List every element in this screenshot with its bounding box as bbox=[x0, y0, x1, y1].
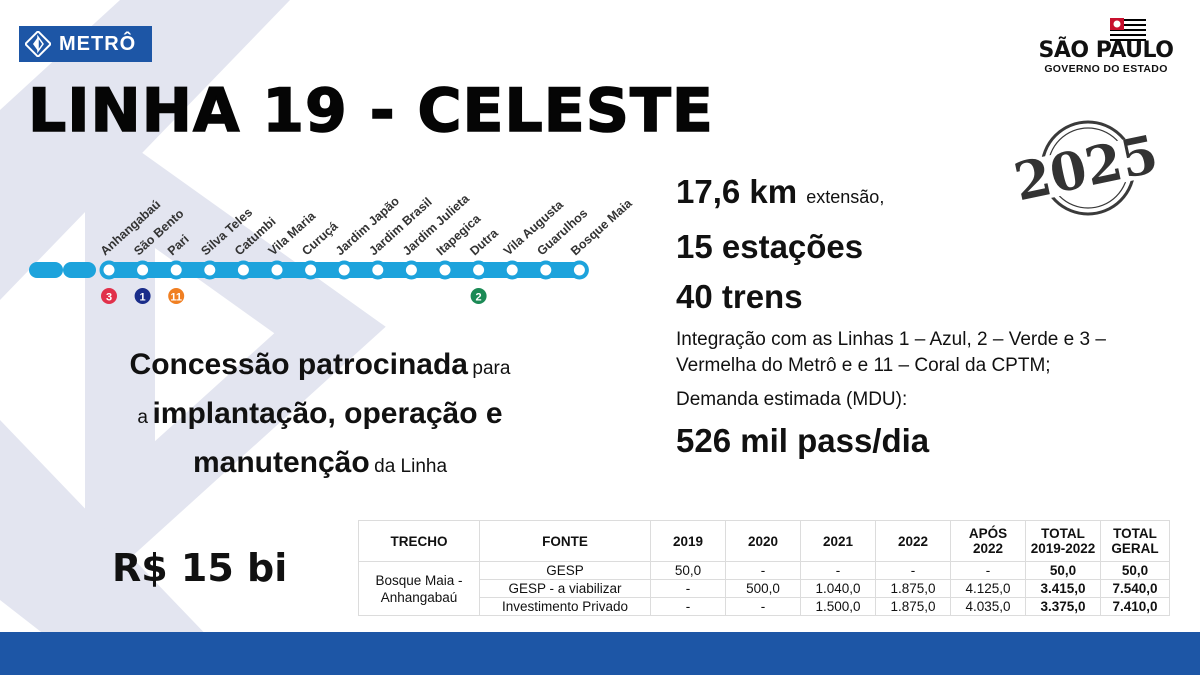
government-subtitle: GOVERNO DO ESTADO bbox=[1044, 63, 1168, 75]
integration-text: Integração com as Linhas 1 – Azul, 2 – V… bbox=[676, 329, 1106, 376]
y2020-cell: - bbox=[725, 597, 801, 616]
y2020-cell: 500,0 bbox=[725, 579, 801, 598]
connection-line-number: 11 bbox=[170, 292, 182, 304]
station-marker-inner bbox=[372, 264, 384, 276]
station-marker-inner bbox=[506, 264, 518, 276]
trains-stat: 40 trens bbox=[676, 278, 803, 315]
table-row: GESP - a viabilizar - 500,0 1.040,0 1.87… bbox=[359, 579, 1170, 598]
station-marker-inner bbox=[137, 264, 149, 276]
station-marker-inner bbox=[405, 264, 417, 276]
total-cell: 3.375,0 bbox=[1025, 597, 1101, 616]
concession-part-1: Concessão patrocinada bbox=[129, 348, 468, 381]
station-marker-inner bbox=[170, 264, 182, 276]
header-fonte: FONTE bbox=[479, 520, 651, 562]
header-2021: 2021 bbox=[800, 520, 876, 562]
government-name: SÃO PAULO bbox=[1038, 38, 1175, 63]
background-metro-shape bbox=[0, 0, 386, 670]
extension-label: extensão, bbox=[806, 187, 885, 207]
connection-badge bbox=[101, 288, 117, 304]
concession-part-5: manutenção bbox=[192, 446, 370, 479]
header-trecho: TRECHO bbox=[358, 520, 480, 562]
table-row: Investimento Privado - - 1.500,0 1.875,0… bbox=[359, 597, 1170, 616]
concession-part-3: a bbox=[137, 407, 148, 428]
y2021-cell: 1.040,0 bbox=[800, 579, 876, 598]
demand-label: Demanda estimada (MDU): bbox=[676, 389, 908, 410]
metro-logo: METRÔ bbox=[19, 26, 152, 62]
demand-value: 526 mil pass/dia bbox=[676, 422, 930, 459]
trecho-cell: Bosque Maia - Anhangabaú bbox=[358, 561, 480, 616]
connection-line-number: 2 bbox=[476, 292, 482, 304]
station-marker-inner bbox=[204, 264, 216, 276]
station-marker-inner bbox=[103, 264, 115, 276]
header-2019: 2019 bbox=[650, 520, 726, 562]
concession-part-6: da Linha bbox=[374, 456, 448, 477]
page-title: LINHA 19 - CELESTE bbox=[27, 75, 714, 147]
fonte-cell: GESP bbox=[479, 561, 651, 580]
connection-line-number: 3 bbox=[106, 292, 112, 304]
investment-total: R$ 15 bi bbox=[112, 546, 288, 590]
investment-table: TRECHO FONTE 2019 2020 2021 2022 APÓS 20… bbox=[358, 520, 1170, 616]
extension-stat: 17,6 km extensão, bbox=[676, 172, 1176, 217]
metro-logo-text: METRÔ bbox=[59, 32, 137, 55]
header-apos-2022: APÓS 2022 bbox=[950, 520, 1026, 562]
y2020-cell: - bbox=[725, 561, 801, 580]
apos-cell: 4.125,0 bbox=[950, 579, 1026, 598]
y2019-cell: - bbox=[650, 597, 726, 616]
station-marker-inner bbox=[473, 264, 485, 276]
table-row: Bosque Maia - Anhangabaú GESP 50,0 - - -… bbox=[358, 561, 1170, 616]
fonte-cell: Investimento Privado bbox=[479, 597, 651, 616]
connection-badge bbox=[168, 288, 185, 304]
station-marker-inner bbox=[540, 264, 552, 276]
geral-cell: 7.410,0 bbox=[1100, 597, 1170, 616]
concession-part-4: implantação, operação e bbox=[152, 397, 503, 430]
header-2022: 2022 bbox=[875, 520, 951, 562]
connection-badge bbox=[134, 288, 151, 304]
station-marker-inner bbox=[271, 264, 283, 276]
y2022-cell: 1.875,0 bbox=[875, 597, 951, 616]
total-cell: 3.415,0 bbox=[1025, 579, 1101, 598]
apos-cell: 4.035,0 bbox=[950, 597, 1026, 616]
extension-value: 17,6 km bbox=[676, 173, 798, 210]
geral-cell: 7.540,0 bbox=[1100, 579, 1170, 598]
y2021-cell: - bbox=[800, 561, 876, 580]
station-marker-inner bbox=[573, 264, 585, 276]
fonte-cell: GESP - a viabilizar bbox=[479, 579, 651, 598]
y2022-cell: - bbox=[875, 561, 951, 580]
table-header-row: TRECHO FONTE 2019 2020 2021 2022 APÓS 20… bbox=[358, 520, 1170, 562]
station-marker-inner bbox=[439, 264, 451, 276]
bottom-band bbox=[0, 632, 1200, 675]
line-stats: 17,6 km extensão, 15 estações 40 trens I… bbox=[676, 172, 1176, 461]
apos-cell: - bbox=[950, 561, 1026, 580]
sao-paulo-government-logo: SÃO PAULO GOVERNO DO ESTADO bbox=[1036, 18, 1176, 76]
y2022-cell: 1.875,0 bbox=[875, 579, 951, 598]
connection-line-number: 1 bbox=[140, 292, 146, 304]
y2021-cell: 1.500,0 bbox=[800, 597, 876, 616]
header-total-2019-2022: TOTAL 2019-2022 bbox=[1025, 520, 1101, 562]
y2019-cell: - bbox=[650, 579, 726, 598]
station-marker-inner bbox=[338, 264, 350, 276]
y2019-cell: 50,0 bbox=[650, 561, 726, 580]
header-total-geral: TOTAL GERAL bbox=[1100, 520, 1170, 562]
concession-part-2: para bbox=[472, 358, 511, 379]
station-marker-inner bbox=[305, 264, 317, 276]
concession-text: Concessão patrocinada para a implantação… bbox=[100, 343, 540, 490]
station-label: Pari bbox=[165, 232, 192, 258]
year-stamp: 2025 bbox=[1006, 120, 1166, 216]
station-marker-inner bbox=[237, 264, 249, 276]
total-cell: 50,0 bbox=[1025, 561, 1101, 580]
metro-diamond-icon bbox=[25, 31, 51, 57]
stations-stat: 15 estações bbox=[676, 228, 864, 265]
sao-paulo-flag-icon bbox=[1110, 18, 1146, 42]
connection-badge bbox=[470, 288, 487, 304]
geral-cell: 50,0 bbox=[1100, 561, 1170, 580]
header-2020: 2020 bbox=[725, 520, 801, 562]
